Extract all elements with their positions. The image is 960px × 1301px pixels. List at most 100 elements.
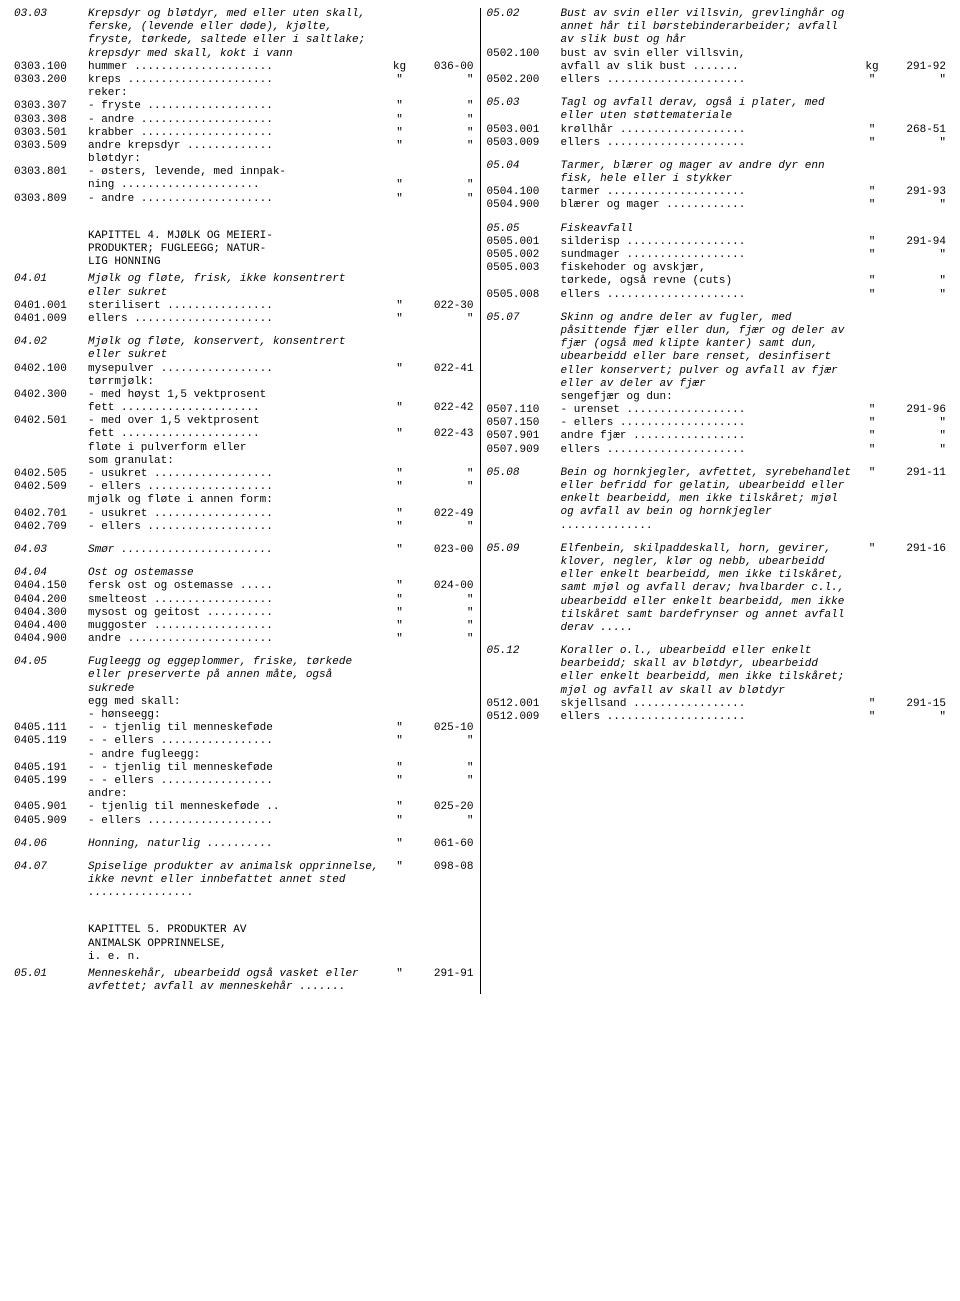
tariff-row: 04.07Spiselige produkter av animalsk opp… bbox=[14, 861, 474, 901]
number-cell: 022-30 bbox=[414, 300, 474, 313]
unit-cell: " bbox=[386, 968, 414, 981]
number-cell: 022-41 bbox=[414, 363, 474, 376]
number-cell: " bbox=[886, 711, 946, 724]
number-cell: 268-51 bbox=[886, 124, 946, 137]
tariff-row: 0505.003fiskehoder og avskjær, bbox=[487, 262, 947, 275]
spacer bbox=[14, 557, 474, 567]
unit-cell: " bbox=[386, 428, 414, 441]
tariff-description: - med høyst 1,5 vektprosent bbox=[88, 389, 386, 402]
tariff-description: reker: bbox=[88, 87, 386, 100]
tariff-description: fiskehoder og avskjær, bbox=[561, 262, 859, 275]
tariff-row: 0502.200ellers ....................."" bbox=[487, 74, 947, 87]
unit-cell: " bbox=[386, 861, 414, 874]
tariff-description: silderisp .................. bbox=[561, 236, 859, 249]
tariff-code: 0504.900 bbox=[487, 199, 561, 212]
unit-cell: " bbox=[386, 633, 414, 646]
tariff-code: 0402.701 bbox=[14, 508, 88, 521]
unit-cell: " bbox=[386, 815, 414, 828]
number-cell: 098-08 bbox=[414, 861, 474, 874]
number-cell: " bbox=[886, 275, 946, 288]
tariff-row: 0512.009ellers ....................."" bbox=[487, 711, 947, 724]
chapter-heading: KAPITTEL 5. PRODUKTER AV ANIMALSK OPPRIN… bbox=[88, 924, 474, 964]
tariff-code: 05.12 bbox=[487, 645, 561, 658]
tariff-row: 0402.709- ellers ..................."" bbox=[14, 521, 474, 534]
number-cell: 291-93 bbox=[886, 186, 946, 199]
tariff-description: andre krepsdyr ............. bbox=[88, 140, 386, 153]
tariff-description: blærer og mager ............ bbox=[561, 199, 859, 212]
unit-cell: " bbox=[858, 249, 886, 262]
tariff-row: 0405.111- - tjenlig til menneskeføde"025… bbox=[14, 722, 474, 735]
tariff-code: 0404.300 bbox=[14, 607, 88, 620]
tariff-description: ellers ..................... bbox=[88, 313, 386, 326]
unit-cell: " bbox=[386, 801, 414, 814]
tariff-row: 03.03Krepsdyr og bløtdyr, med eller uten… bbox=[14, 8, 474, 61]
tariff-description: Spiselige produkter av animalsk opprinne… bbox=[88, 861, 386, 901]
tariff-code: 0512.009 bbox=[487, 711, 561, 724]
tariff-row: 0402.509- ellers ..................."" bbox=[14, 481, 474, 494]
tariff-code: 04.07 bbox=[14, 861, 88, 874]
spacer bbox=[487, 533, 947, 543]
tariff-description: Skinn og andre deler av fugler, med påsi… bbox=[561, 312, 859, 391]
tariff-description: - østers, levende, med innpak- bbox=[88, 166, 386, 179]
tariff-row: 0504.100tarmer ....................."291… bbox=[487, 186, 947, 199]
tariff-code: 0303.801 bbox=[14, 166, 88, 179]
unit-cell: " bbox=[386, 607, 414, 620]
tariff-row: 0303.801- østers, levende, med innpak- bbox=[14, 166, 474, 179]
unit-cell: " bbox=[858, 289, 886, 302]
unit-cell: " bbox=[386, 127, 414, 140]
tariff-code: 0402.509 bbox=[14, 481, 88, 494]
tariff-row: 0405.191- - tjenlig til menneskeføde"" bbox=[14, 762, 474, 775]
tariff-description: avfall av slik bust ....... bbox=[561, 61, 859, 74]
tariff-row: fløte i pulverform eller bbox=[14, 442, 474, 455]
tariff-description: sterilisert ................ bbox=[88, 300, 386, 313]
tariff-description: Mjølk og fløte, frisk, ikke konsentrert … bbox=[88, 273, 386, 299]
tariff-row: 0402.100mysepulver ................."022… bbox=[14, 363, 474, 376]
tariff-code: 0512.001 bbox=[487, 698, 561, 711]
tariff-description: ellers ..................... bbox=[561, 289, 859, 302]
number-cell: " bbox=[414, 607, 474, 620]
tariff-description: Menneskehår, ubearbeidd også vasket elle… bbox=[88, 968, 386, 994]
tariff-row: 0303.307- fryste ..................."" bbox=[14, 100, 474, 113]
number-cell: " bbox=[414, 633, 474, 646]
tariff-row: 0505.001silderisp .................."291… bbox=[487, 236, 947, 249]
tariff-row: mjølk og fløte i annen form: bbox=[14, 494, 474, 507]
spacer bbox=[14, 646, 474, 656]
unit-cell: " bbox=[386, 762, 414, 775]
unit-cell: " bbox=[858, 467, 886, 480]
number-cell: 022-43 bbox=[414, 428, 474, 441]
tariff-row: 0303.509andre krepsdyr ............."" bbox=[14, 140, 474, 153]
tariff-code: 0505.008 bbox=[487, 289, 561, 302]
number-cell: " bbox=[414, 179, 474, 192]
tariff-description: muggoster .................. bbox=[88, 620, 386, 633]
unit-cell: " bbox=[858, 698, 886, 711]
tariff-code: 04.02 bbox=[14, 336, 88, 349]
tariff-code: 05.04 bbox=[487, 160, 561, 173]
tariff-description: krøllhår ................... bbox=[561, 124, 859, 137]
tariff-code: 0303.100 bbox=[14, 61, 88, 74]
spacer bbox=[487, 87, 947, 97]
tariff-description: fersk ost og ostemasse ..... bbox=[88, 580, 386, 593]
tariff-row: 0402.300- med høyst 1,5 vektprosent bbox=[14, 389, 474, 402]
tariff-description: tarmer ..................... bbox=[561, 186, 859, 199]
tariff-row: 05.04Tarmer, blærer og mager av andre dy… bbox=[487, 160, 947, 186]
tariff-description: - ellers ................... bbox=[88, 521, 386, 534]
tariff-code: 0401.009 bbox=[14, 313, 88, 326]
tariff-row: 0303.308- andre ...................."" bbox=[14, 114, 474, 127]
tariff-row: 0503.009ellers ....................."" bbox=[487, 137, 947, 150]
tariff-code: 0303.809 bbox=[14, 193, 88, 206]
tariff-description: mysepulver ................. bbox=[88, 363, 386, 376]
spacer bbox=[14, 900, 474, 910]
tariff-row: 04.04Ost og ostemasse bbox=[14, 567, 474, 580]
tariff-code: 05.01 bbox=[14, 968, 88, 981]
tariff-description: Bust av svin eller villsvin, grevlinghår… bbox=[561, 8, 859, 48]
tariff-description: ning ..................... bbox=[88, 179, 386, 192]
spacer bbox=[14, 851, 474, 861]
tariff-description: - usukret .................. bbox=[88, 468, 386, 481]
tariff-description: Ost og ostemasse bbox=[88, 567, 386, 580]
tariff-row: 04.05Fugleegg og eggeplommer, friske, tø… bbox=[14, 656, 474, 696]
tariff-description: andre fjær ................. bbox=[561, 430, 859, 443]
number-cell: 023-00 bbox=[414, 544, 474, 557]
tariff-description: - andre .................... bbox=[88, 193, 386, 206]
tariff-row: 05.09Elfenbein, skilpaddeskall, horn, ge… bbox=[487, 543, 947, 635]
tariff-code: 0402.501 bbox=[14, 415, 88, 428]
